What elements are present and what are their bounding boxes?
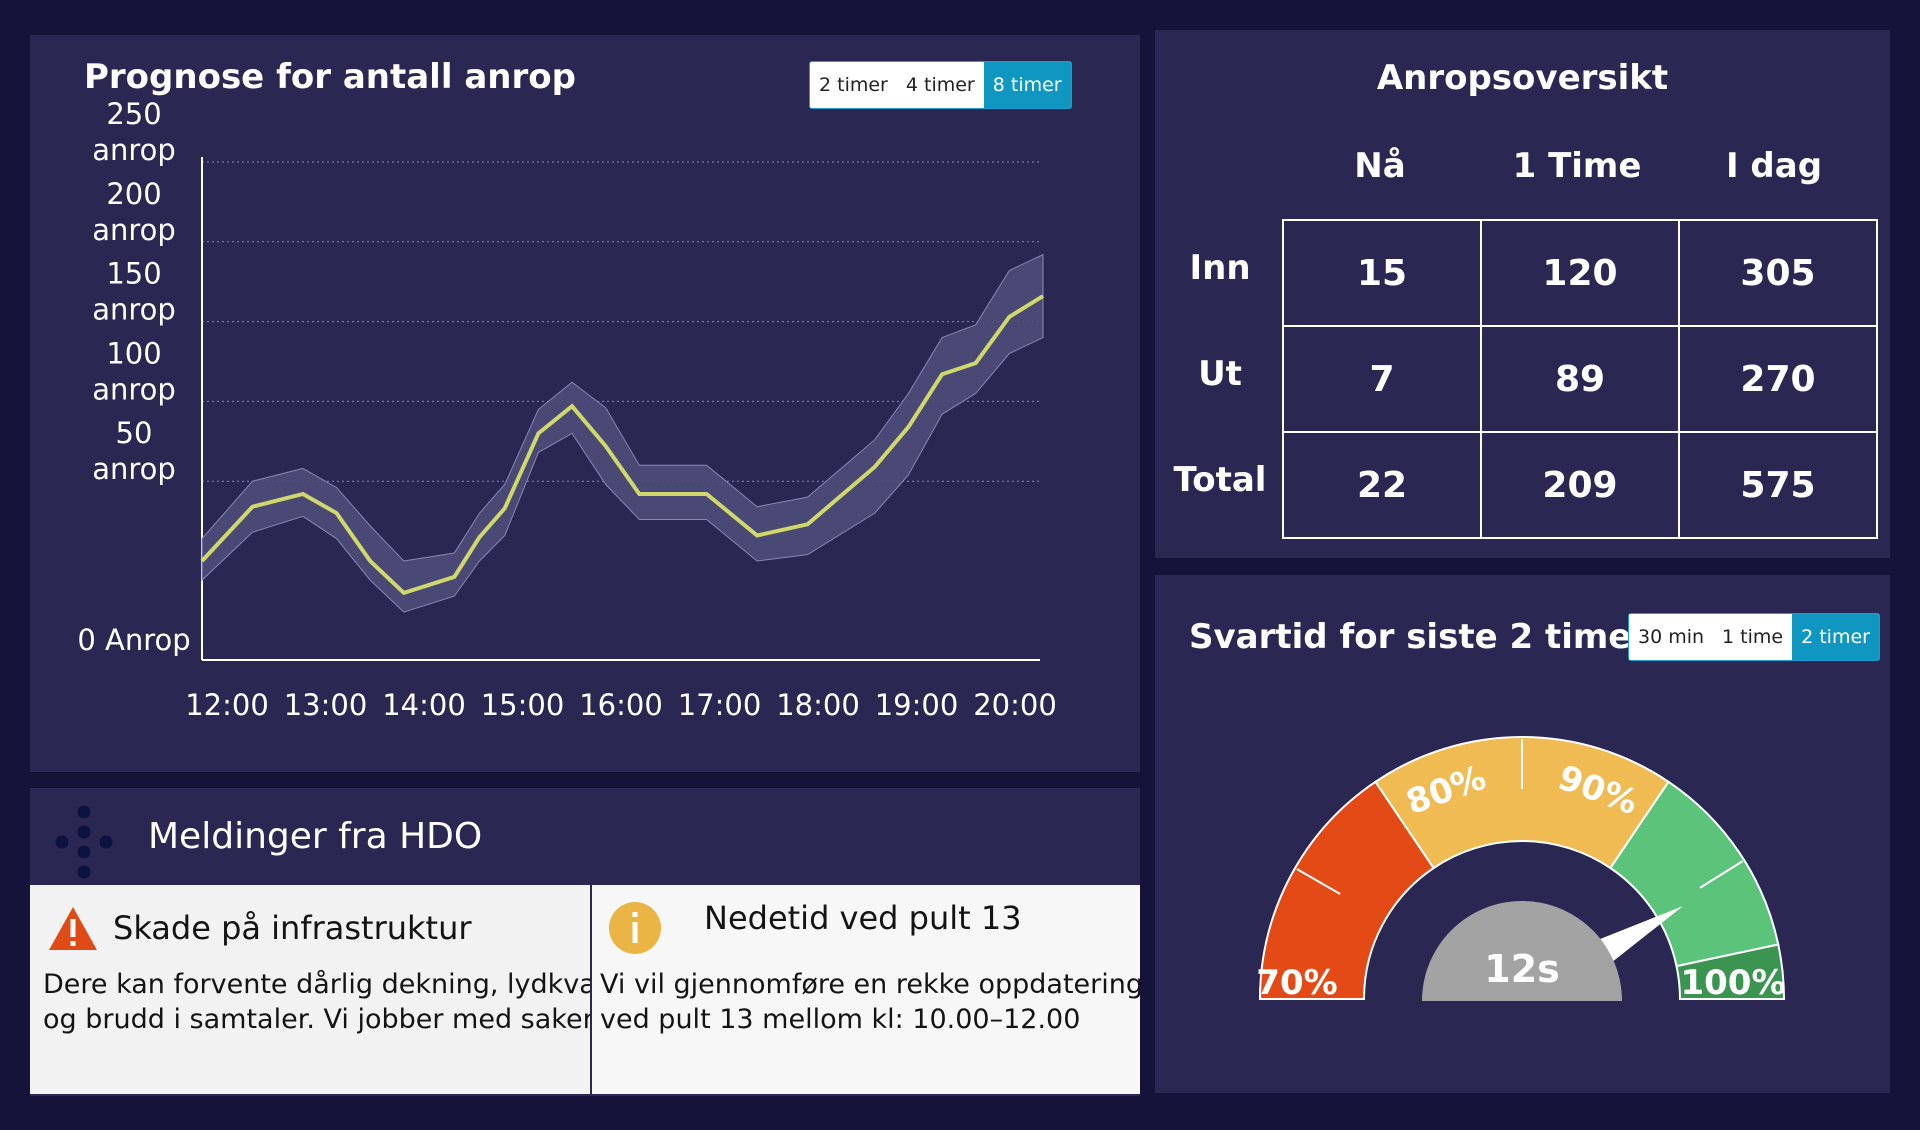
- y-tick-label: 250: [106, 97, 161, 131]
- range-30-min-button[interactable]: 30 min: [1638, 626, 1705, 648]
- forecast-panel: Prognose for antall anrop 2 timer 4 time…: [30, 35, 1140, 772]
- x-tick-label: 17:00: [678, 688, 762, 722]
- column-header-now: Nå: [1354, 146, 1406, 186]
- response-range-selector: 30 min 1 time 2 timer: [1628, 613, 1880, 661]
- gauge-hub: [1422, 901, 1622, 1001]
- gauge-needle: [1592, 906, 1684, 967]
- range-2-timer-button[interactable]: 2 timer: [819, 74, 888, 96]
- response-time-gauge: 70%80% 90%100%12s: [1256, 735, 1786, 1003]
- messages-title: Meldinger fra HDO: [148, 816, 483, 857]
- y-tick-label: anrop: [92, 372, 176, 406]
- table-cell: 7: [1282, 325, 1482, 433]
- y-tick-label: anrop: [92, 293, 176, 327]
- messages-header: Meldinger fra HDO: [30, 788, 1140, 884]
- table-row: 7 89 270: [1282, 325, 1878, 433]
- gauge-zone: [1675, 943, 1786, 1000]
- table-row: 15 120 305: [1282, 219, 1878, 327]
- hdo-logo-icon: [55, 805, 113, 879]
- y-tick-label: anrop: [92, 213, 176, 247]
- forecast-title: Prognose for antall anrop: [84, 57, 576, 97]
- range-2-timer-button[interactable]: 2 timer: [1792, 614, 1879, 660]
- y-tick-label: 150: [106, 257, 161, 291]
- table-cell: 89: [1480, 325, 1680, 433]
- y-tick-label: anrop: [92, 452, 176, 486]
- gauge-zone: [1374, 735, 1670, 870]
- call-overview-panel: Anropsoversikt Nå 1 Time I dag Inn Ut To…: [1155, 30, 1890, 558]
- table-cell: 120: [1480, 219, 1680, 327]
- forecast-line: [200, 294, 1045, 596]
- message-body-line: Dere kan forvente dårlig dekning, lydkva…: [43, 969, 590, 1000]
- x-tick-label: 19:00: [875, 688, 959, 722]
- x-tick-label: 15:00: [481, 688, 565, 722]
- gauge-zone-label: 70%: [1256, 963, 1337, 1003]
- gauge-value: 12s: [1484, 947, 1560, 991]
- response-title: Svartid for siste 2 timer: [1189, 617, 1649, 657]
- x-tick-label: 12:00: [185, 688, 269, 722]
- table-cell: 575: [1678, 431, 1878, 539]
- column-header-today: I dag: [1725, 146, 1823, 186]
- row-label-in: Inn: [1189, 248, 1251, 288]
- y-tick-label: anrop: [92, 133, 176, 167]
- y-tick-label: 100: [106, 336, 161, 370]
- row-label-out: Ut: [1198, 354, 1242, 394]
- table-row: 22 209 575: [1282, 431, 1878, 539]
- range-8-timer-button[interactable]: 8 timer: [983, 62, 1071, 108]
- gauge-tick: [1699, 860, 1744, 889]
- range-1-time-button[interactable]: 1 time: [1722, 626, 1784, 648]
- x-tick-label: 18:00: [776, 688, 860, 722]
- gauge-zone-label: 100%: [1680, 963, 1785, 1003]
- messages-panel: Meldinger fra HDO Skade på infrastruktur…: [30, 788, 1140, 1096]
- y-tick-label: 50: [116, 416, 153, 450]
- table-cell: 209: [1480, 431, 1680, 539]
- forecast-chart: 0 Anrop50anrop100anrop150anrop200anrop25…: [77, 97, 1057, 722]
- x-tick-label: 20:00: [973, 688, 1057, 722]
- row-label-total: Total: [1173, 460, 1267, 500]
- table-cell: 22: [1282, 431, 1482, 539]
- gauge-tick: [1296, 868, 1341, 895]
- call-overview-table: 15 120 305 7 89 270 22 209 575: [1282, 219, 1878, 539]
- table-cell: 305: [1678, 219, 1878, 327]
- message-card[interactable]: Nedetid ved pult 13 Vi vil gjennomføre e…: [592, 885, 1140, 1094]
- message-card[interactable]: Skade på infrastruktur Dere kan forvente…: [30, 885, 590, 1094]
- y-tick-label: 200: [106, 177, 161, 211]
- message-body-line: ved pult 13 mellom kl: 10.00–12.00: [600, 1004, 1081, 1035]
- x-tick-label: 14:00: [382, 688, 466, 722]
- response-time-panel: Svartid for siste 2 timer 30 min 1 time …: [1155, 575, 1890, 1093]
- message-body-line: Vi vil gjennomføre en rekke oppdateringe…: [600, 969, 1140, 1000]
- info-icon: [609, 902, 661, 954]
- column-header-hour: 1 Time: [1512, 146, 1642, 186]
- range-4-timer-button[interactable]: 4 timer: [905, 74, 975, 96]
- message-title: Skade på infrastruktur: [113, 909, 472, 947]
- overview-title: Anropsoversikt: [1376, 58, 1669, 98]
- x-tick-label: 13:00: [284, 688, 368, 722]
- confidence-band: [201, 253, 1044, 613]
- x-tick-label: 16:00: [579, 688, 663, 722]
- warning-icon: [49, 907, 97, 950]
- forecast-range-selector: 2 timer 4 timer 8 timer: [809, 61, 1072, 109]
- table-cell: 15: [1282, 219, 1482, 327]
- message-body-line: og brudd i samtaler. Vi jobber med saken…: [43, 1004, 590, 1035]
- table-cell: 270: [1678, 325, 1878, 433]
- y-tick-label: 0 Anrop: [77, 623, 190, 657]
- message-title: Nedetid ved pult 13: [704, 899, 1022, 937]
